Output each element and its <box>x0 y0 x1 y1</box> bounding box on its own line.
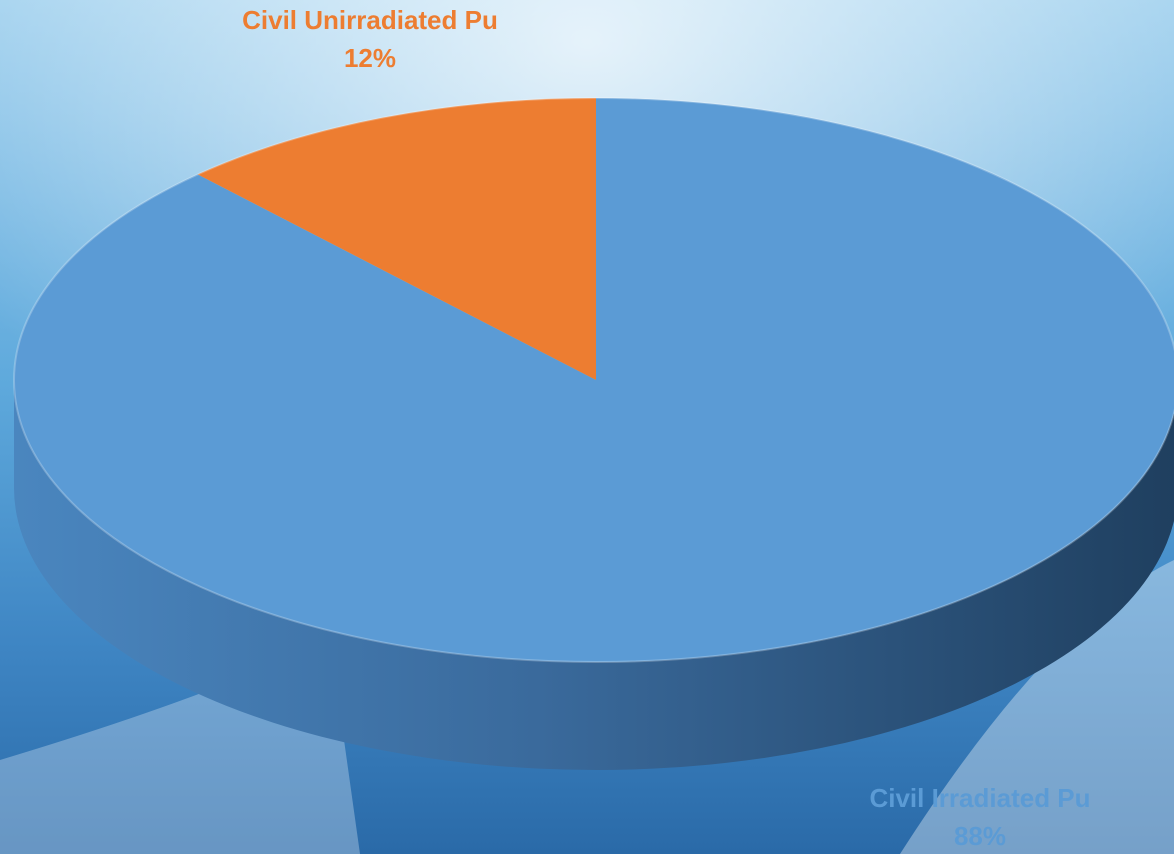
slice-label: Civil Irradiated Pu <box>869 783 1090 813</box>
cloud <box>900 560 1174 854</box>
slice-value-label: 88% <box>954 821 1006 851</box>
pie-rim <box>13 97 1174 663</box>
slice-label: Civil Unirradiated Pu <box>242 5 498 35</box>
pie-slice <box>14 98 1174 662</box>
pie-side <box>14 380 1174 770</box>
slice-value-label: 12% <box>344 43 396 73</box>
pie-slice <box>197 98 597 380</box>
